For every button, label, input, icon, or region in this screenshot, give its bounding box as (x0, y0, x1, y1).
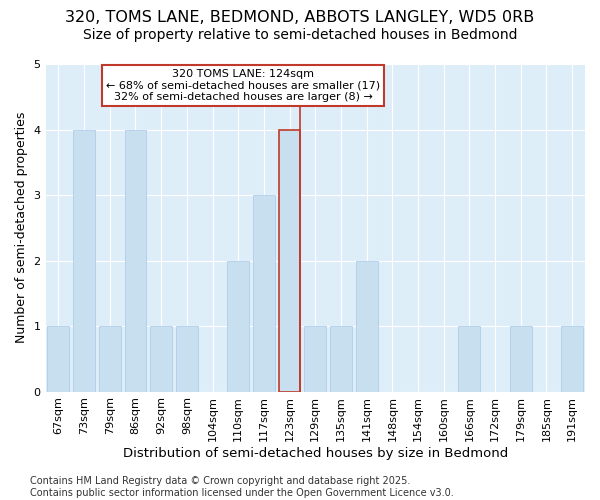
Text: 320 TOMS LANE: 124sqm
← 68% of semi-detached houses are smaller (17)
32% of semi: 320 TOMS LANE: 124sqm ← 68% of semi-deta… (106, 69, 380, 102)
Bar (356, 260, 377, 392)
Text: Size of property relative to semi-detached houses in Bedmond: Size of property relative to semi-detach… (83, 28, 517, 42)
Bar (47, 326, 70, 392)
Bar (176, 326, 198, 392)
Bar (150, 326, 172, 392)
Bar (125, 130, 146, 392)
Bar (304, 326, 326, 392)
Bar (458, 326, 481, 392)
Bar (73, 130, 95, 392)
Bar (330, 326, 352, 392)
Bar (278, 130, 301, 392)
Bar (253, 195, 275, 392)
Text: 320, TOMS LANE, BEDMOND, ABBOTS LANGLEY, WD5 0RB: 320, TOMS LANE, BEDMOND, ABBOTS LANGLEY,… (65, 10, 535, 25)
X-axis label: Distribution of semi-detached houses by size in Bedmond: Distribution of semi-detached houses by … (122, 447, 508, 460)
Bar (227, 260, 249, 392)
Y-axis label: Number of semi-detached properties: Number of semi-detached properties (15, 112, 28, 344)
Bar (510, 326, 532, 392)
Bar (561, 326, 583, 392)
Text: Contains HM Land Registry data © Crown copyright and database right 2025.
Contai: Contains HM Land Registry data © Crown c… (30, 476, 454, 498)
Bar (99, 326, 121, 392)
